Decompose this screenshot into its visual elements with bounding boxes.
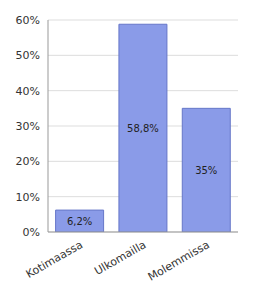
svg-text:35%: 35% xyxy=(195,165,217,176)
svg-text:Kotimaassa: Kotimaassa xyxy=(24,238,85,281)
svg-text:10%: 10% xyxy=(16,191,40,204)
svg-text:60%: 60% xyxy=(16,14,40,27)
svg-text:Ulkomailla: Ulkomailla xyxy=(92,238,148,278)
svg-text:20%: 20% xyxy=(16,155,40,168)
svg-text:Molemmissa: Molemmissa xyxy=(146,238,212,284)
svg-text:0%: 0% xyxy=(23,226,40,239)
svg-text:50%: 50% xyxy=(16,49,40,62)
svg-text:6,2%: 6,2% xyxy=(67,216,92,227)
svg-text:58,8%: 58,8% xyxy=(127,123,159,134)
svg-text:30%: 30% xyxy=(16,120,40,133)
svg-text:40%: 40% xyxy=(16,85,40,98)
